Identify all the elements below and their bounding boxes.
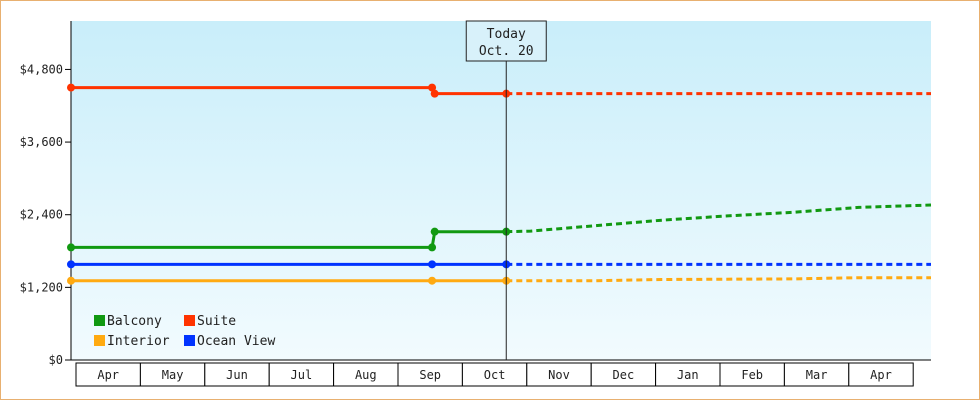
y-tick-label: $1,200 <box>20 280 63 294</box>
y-tick-label: $0 <box>49 353 63 367</box>
data-point <box>428 83 437 92</box>
legend-label: Balcony <box>107 314 162 329</box>
series-ocean-view <box>67 260 931 269</box>
x-tick-label: Sep <box>419 368 441 382</box>
legend-item: Ocean View <box>184 334 275 349</box>
series-interior <box>67 276 931 285</box>
legend-label: Suite <box>197 314 236 329</box>
legend-swatch <box>94 335 105 346</box>
legend: Balcony Suite Interior Ocean View <box>94 314 275 349</box>
series-forecast-line <box>506 203 932 234</box>
x-month-cell <box>848 362 914 387</box>
x-tick-label: Apr <box>97 368 119 382</box>
x-tick-label: Oct <box>484 368 506 382</box>
legend-item: Suite <box>184 314 236 329</box>
x-tick-label: Aug <box>355 368 377 382</box>
data-point <box>430 89 439 98</box>
y-tick-label: $4,800 <box>20 62 63 76</box>
series-suite <box>67 83 931 98</box>
x-tick-label: Jan <box>677 368 699 382</box>
today-date: Oct. 20 <box>479 44 534 59</box>
legend-swatch <box>184 335 195 346</box>
data-point <box>428 276 437 285</box>
y-tick-label: $3,600 <box>20 135 63 149</box>
x-tick-label: Apr <box>870 368 892 382</box>
data-point <box>67 243 75 252</box>
data-point <box>430 227 439 236</box>
y-tick-label: $2,400 <box>20 208 63 222</box>
x-tick-label: Jul <box>291 368 313 382</box>
data-point <box>67 260 75 269</box>
legend-swatch <box>184 315 195 326</box>
today-marker: Today Oct. 20 <box>465 20 547 360</box>
axes: $0 $1,200 $2,400 $3,600 $4,800 Apr May Jun Jul Au… <box>20 21 931 387</box>
x-tick-label: Dec <box>613 368 635 382</box>
x-tick-label: May <box>162 368 184 382</box>
legend-item: Balcony <box>94 314 162 329</box>
legend-label: Interior <box>107 334 170 349</box>
legend-swatch <box>94 315 105 326</box>
data-point <box>428 243 437 252</box>
data-point <box>67 83 75 92</box>
series-line <box>71 230 507 249</box>
legend-label: Ocean View <box>197 334 275 349</box>
legend-item: Interior <box>94 334 170 349</box>
x-tick-label: Mar <box>806 368 828 382</box>
today-label: Today <box>487 27 526 42</box>
x-tick-label: Feb <box>741 368 763 382</box>
data-point <box>428 260 437 269</box>
today-box <box>465 20 547 62</box>
plot-background <box>71 21 931 360</box>
x-tick-label: Nov <box>548 368 570 382</box>
x-tick-label: Jun <box>226 368 248 382</box>
series-forecast-line <box>506 276 931 283</box>
data-point <box>67 276 75 285</box>
series-balcony <box>67 203 932 252</box>
series-layer <box>67 83 932 285</box>
